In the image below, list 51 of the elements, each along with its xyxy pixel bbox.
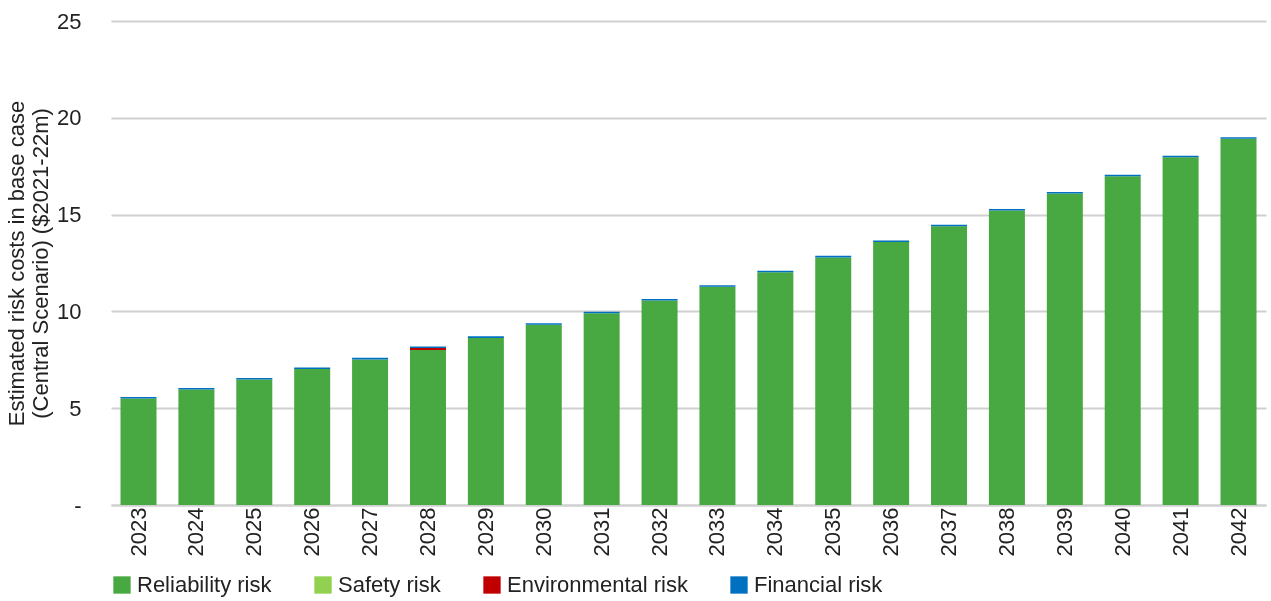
x-tick-label: 2030 — [530, 507, 556, 557]
x-tick-label: 2036 — [878, 507, 904, 557]
x-tick-label: 2038 — [993, 507, 1019, 557]
bar — [757, 272, 794, 505]
x-tick-label: 2042 — [1225, 507, 1251, 557]
x-tick-label: 2032 — [646, 507, 672, 557]
x-tick-label: 2041 — [1167, 507, 1193, 557]
bar — [294, 369, 331, 505]
x-tick-label: 2029 — [472, 507, 498, 557]
bar — [1046, 193, 1083, 505]
bar — [467, 337, 504, 505]
legend-label: Environmental risk — [507, 572, 689, 597]
bar — [873, 242, 910, 505]
bar — [641, 300, 678, 505]
bar — [178, 389, 215, 505]
x-tick-label: 2037 — [936, 507, 962, 557]
bar — [931, 226, 968, 505]
bar — [352, 359, 389, 505]
bar — [236, 379, 273, 505]
x-tick-label: 2039 — [1051, 507, 1077, 557]
y-axis-title: Estimated risk costs in base case (Central Scenario) ($2021-22m) — [4, 100, 54, 427]
bar — [409, 350, 446, 505]
y-tick-label: 5 — [69, 395, 82, 421]
y-tick-label: 20 — [57, 105, 82, 131]
x-tick-label: 2034 — [762, 507, 788, 557]
legend-label: Financial risk — [754, 572, 884, 597]
x-tick-label: 2028 — [414, 507, 440, 557]
x-tick-label: 2026 — [299, 507, 325, 557]
bar — [1162, 157, 1199, 505]
bar — [1104, 176, 1141, 505]
x-tick-label: 2033 — [704, 507, 730, 557]
bar — [525, 324, 562, 505]
bar — [699, 286, 736, 505]
legend-label: Reliability risk — [137, 572, 273, 597]
x-tick-label: 2027 — [357, 507, 383, 557]
x-tick-label: 2040 — [1109, 507, 1135, 557]
y-tick-label: 25 — [57, 8, 82, 34]
x-tick-label: 2024 — [183, 507, 209, 557]
bar — [1220, 138, 1257, 505]
bar — [815, 257, 852, 505]
y-tick-label: 15 — [57, 202, 82, 228]
bar — [988, 210, 1025, 505]
x-tick-label: 2031 — [588, 507, 614, 557]
legend-label: Safety risk — [338, 572, 442, 597]
bar — [120, 398, 157, 505]
bar — [583, 313, 620, 505]
y-tick-label: - — [74, 492, 82, 518]
y-tick-label: 10 — [57, 298, 82, 324]
x-tick-label: 2025 — [241, 507, 267, 557]
x-tick-label: 2023 — [125, 507, 151, 557]
x-tick-label: 2035 — [820, 507, 846, 557]
